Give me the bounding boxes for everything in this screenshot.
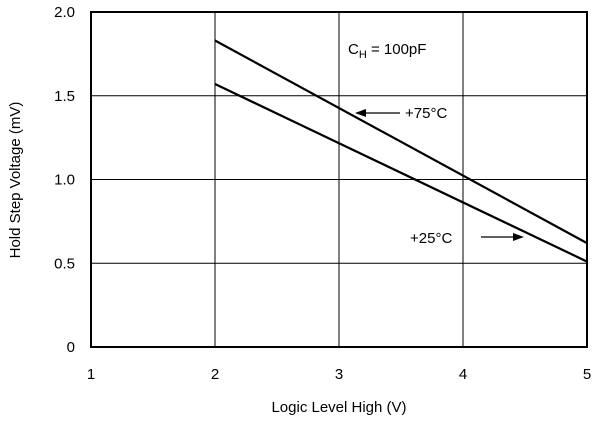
series-labels: +75°C +25°C: [355, 105, 524, 247]
series-line-25c: [214, 83, 588, 263]
x-axis-label: Logic Level High (V): [271, 399, 406, 416]
y-tick-label: 1.5: [54, 88, 75, 105]
x-tick-label: 2: [211, 366, 219, 383]
capacitance-annotation: CH = 100pF: [348, 41, 426, 61]
series-lines: [214, 39, 588, 263]
x-tick-label: 5: [583, 366, 591, 383]
arrow-25c-head: [513, 233, 524, 241]
x-tick-label: 4: [459, 366, 467, 383]
x-tick-label: 1: [87, 366, 95, 383]
grid-lines: [91, 12, 587, 347]
x-tick-label: 3: [335, 366, 343, 383]
y-tick-label: 0: [67, 339, 75, 356]
label-75c: +75°C: [405, 105, 447, 122]
label-25c: +25°C: [410, 230, 452, 247]
y-axis-label: Hold Step Voltage (mV): [7, 102, 24, 259]
plot-frame: [90, 11, 588, 348]
y-tick-label: 1.0: [54, 172, 75, 189]
y-tick-label: 0.5: [54, 255, 75, 272]
y-tick-labels: 0 0.5 1.0 1.5 2.0: [54, 4, 75, 356]
arrow-75c-head: [355, 109, 366, 117]
x-tick-labels: 1 2 3 4 5: [87, 366, 591, 383]
series-line-75c: [214, 39, 588, 245]
y-tick-label: 2.0: [54, 4, 75, 21]
